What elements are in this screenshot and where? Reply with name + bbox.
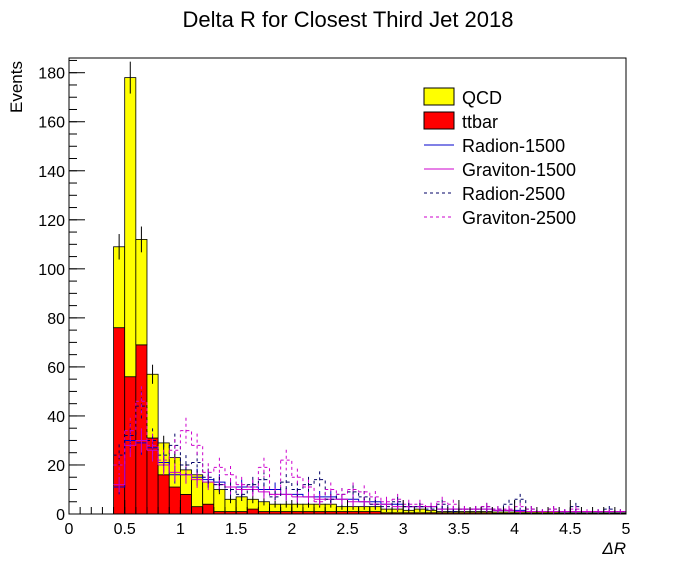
legend-label: ttbar — [462, 112, 498, 132]
legend-label: QCD — [462, 88, 502, 108]
x-tick-label: 1 — [176, 521, 185, 538]
y-tick-label: 160 — [38, 115, 65, 132]
x-tick-label: 0.5 — [114, 521, 136, 538]
y-tick-label: 20 — [47, 458, 65, 475]
bar-ttbar — [168, 486, 181, 515]
legend-swatch — [423, 111, 455, 130]
plot-area — [113, 61, 627, 515]
y-tick-label: 40 — [47, 409, 65, 426]
legend-label: Radion-1500 — [462, 136, 565, 156]
y-tick-label: 100 — [38, 262, 65, 279]
y-tick-label: 180 — [38, 66, 65, 83]
legend-label: Graviton-1500 — [462, 160, 576, 180]
y-axis-label: Events — [7, 61, 26, 113]
bar-ttbar — [157, 474, 170, 515]
y-tick-label: 60 — [47, 360, 65, 377]
y-tick-label: 140 — [38, 164, 65, 181]
x-tick-label: 3 — [399, 521, 408, 538]
bar-ttbar — [179, 493, 192, 515]
bar-ttbar — [202, 503, 215, 515]
bar-ttbar — [191, 506, 204, 515]
x-tick-label: 4 — [510, 521, 519, 538]
x-tick-label: 4.5 — [559, 521, 581, 538]
x-tick-label: 5 — [622, 521, 631, 538]
x-tick-label: 1.5 — [225, 521, 247, 538]
x-tick-label: 2 — [287, 521, 296, 538]
x-tick-label: 2.5 — [336, 521, 358, 538]
y-tick-label: 0 — [56, 507, 65, 524]
bar-qcd — [124, 77, 137, 378]
bar-ttbar — [246, 508, 259, 515]
x-tick-label: 0 — [65, 521, 74, 538]
legend-swatch — [423, 87, 455, 106]
legend: QCD ttbar Radion-1500 Graviton-1500 Radion-2… — [423, 87, 576, 228]
x-tick-label: 3.5 — [448, 521, 470, 538]
legend-label: Graviton-2500 — [462, 208, 576, 228]
y-tick-label: 120 — [38, 213, 65, 230]
x-axis-label: ΔR — [601, 539, 626, 558]
bar-qcd — [135, 239, 148, 346]
legend-label: Radion-2500 — [462, 184, 565, 204]
y-tick-label: 80 — [47, 311, 65, 328]
axes: 0 0.5 1 1.5 2 2.5 3 3.5 4 4.5 5 0 20 40 60 80 100 120 140 1… — [38, 57, 631, 538]
chart-title: Delta R for Closest Third Jet 2018 — [183, 7, 514, 32]
